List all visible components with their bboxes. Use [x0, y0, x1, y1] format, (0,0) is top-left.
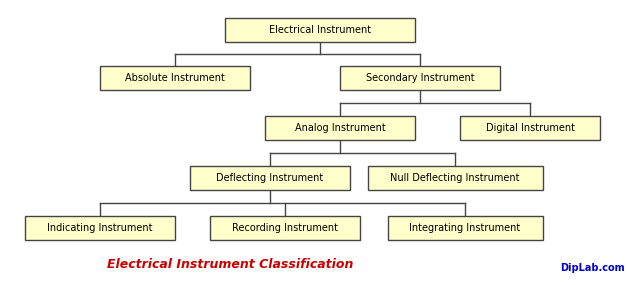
FancyBboxPatch shape: [367, 166, 543, 190]
Text: Digital Instrument: Digital Instrument: [486, 123, 575, 133]
FancyBboxPatch shape: [340, 66, 500, 90]
Text: Electrical Instrument: Electrical Instrument: [269, 25, 371, 35]
Text: Indicating Instrument: Indicating Instrument: [47, 223, 153, 233]
FancyBboxPatch shape: [265, 116, 415, 140]
Text: Absolute Instrument: Absolute Instrument: [125, 73, 225, 83]
FancyBboxPatch shape: [100, 66, 250, 90]
Text: Electrical Instrument Classification: Electrical Instrument Classification: [107, 258, 353, 272]
Text: Integrating Instrument: Integrating Instrument: [410, 223, 520, 233]
Text: Secondary Instrument: Secondary Instrument: [365, 73, 474, 83]
FancyBboxPatch shape: [25, 216, 175, 240]
FancyBboxPatch shape: [225, 18, 415, 42]
FancyBboxPatch shape: [460, 116, 600, 140]
Text: Analog Instrument: Analog Instrument: [294, 123, 385, 133]
Text: Deflecting Instrument: Deflecting Instrument: [216, 173, 324, 183]
Text: Recording Instrument: Recording Instrument: [232, 223, 338, 233]
FancyBboxPatch shape: [190, 166, 350, 190]
FancyBboxPatch shape: [387, 216, 543, 240]
Text: Null Deflecting Instrument: Null Deflecting Instrument: [390, 173, 520, 183]
Text: DipLab.com: DipLab.com: [561, 263, 625, 273]
FancyBboxPatch shape: [210, 216, 360, 240]
